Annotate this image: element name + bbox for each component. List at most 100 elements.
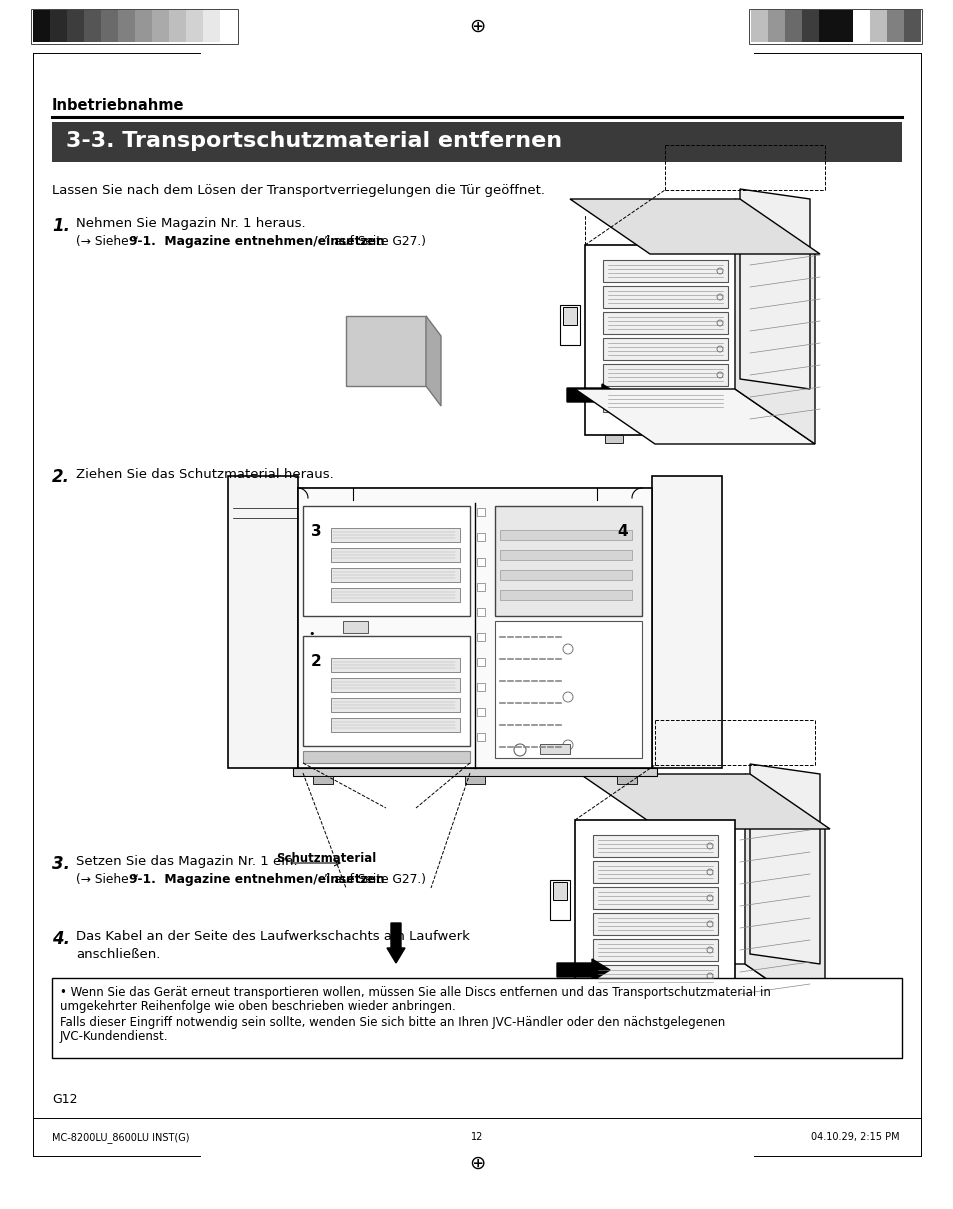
Polygon shape [346, 316, 426, 386]
Text: JVC-Kundendienst.: JVC-Kundendienst. [60, 1030, 169, 1043]
Polygon shape [744, 774, 824, 1019]
Bar [593, 861, 718, 883]
Bar [593, 835, 718, 857]
Bar [749, 8, 922, 44]
Bar [495, 621, 641, 758]
Text: 12: 12 [471, 1132, 482, 1143]
Bar [331, 588, 459, 602]
Bar [593, 887, 718, 909]
Text: • Wenn Sie das Gerät erneut transportieren wollen, müssen Sie alle Discs entfern: • Wenn Sie das Gerät erneut transportier… [60, 987, 770, 999]
Bar [228, 476, 297, 768]
Bar [476, 583, 484, 591]
Text: anschließen.: anschließen. [76, 948, 160, 961]
Text: Schutzmaterial: Schutzmaterial [275, 851, 375, 864]
Text: 4: 4 [617, 523, 627, 539]
Bar [476, 508, 484, 516]
Text: (→ Siehe “: (→ Siehe “ [76, 873, 139, 886]
Bar [331, 568, 459, 582]
Text: 3.: 3. [52, 855, 70, 873]
Text: Das Kabel an der Seite des Laufwerkschachts am Laufwerk: Das Kabel an der Seite des Laufwerkschac… [76, 930, 470, 943]
Bar [476, 608, 484, 617]
Bar [135, 10, 152, 42]
Bar [602, 364, 727, 386]
Bar [476, 634, 484, 641]
Text: MC-8200LU_8600LU INST(G): MC-8200LU_8600LU INST(G) [52, 1132, 190, 1143]
Bar [499, 590, 631, 600]
Text: •: • [308, 629, 314, 640]
Bar [50, 10, 67, 42]
Text: Setzen Sie das Magazin Nr. 1 ein.: Setzen Sie das Magazin Nr. 1 ein. [76, 855, 297, 868]
Bar [476, 708, 484, 716]
Text: Inbetriebnahme: Inbetriebnahme [52, 98, 184, 112]
Polygon shape [575, 389, 814, 444]
Text: 4.: 4. [52, 930, 70, 948]
Bar [303, 507, 470, 617]
Polygon shape [579, 774, 829, 829]
Polygon shape [426, 316, 440, 406]
Bar [852, 10, 869, 42]
Bar [818, 10, 835, 42]
Bar [303, 751, 470, 763]
Text: 9-1.  Magazine entnehmen/einsetzen: 9-1. Magazine entnehmen/einsetzen [129, 873, 384, 886]
Bar [499, 569, 631, 580]
Polygon shape [740, 189, 809, 389]
Polygon shape [569, 199, 820, 254]
Text: 04.10.29, 2:15 PM: 04.10.29, 2:15 PM [810, 1132, 899, 1143]
Bar [704, 435, 722, 442]
Bar [593, 939, 718, 961]
Text: 3: 3 [311, 523, 321, 539]
Bar [869, 10, 886, 42]
Polygon shape [749, 764, 820, 964]
Bar [303, 636, 470, 746]
FancyArrow shape [557, 959, 609, 980]
Bar [499, 550, 631, 560]
Text: Nehmen Sie Magazin Nr. 1 heraus.: Nehmen Sie Magazin Nr. 1 heraus. [76, 216, 305, 230]
Bar [331, 718, 459, 731]
Text: G12: G12 [52, 1093, 77, 1106]
Polygon shape [584, 964, 824, 1019]
Bar [476, 559, 484, 566]
Bar [750, 10, 767, 42]
Bar [152, 10, 169, 42]
Text: 2.: 2. [52, 468, 70, 486]
Bar [331, 528, 459, 542]
Bar [118, 10, 135, 42]
Bar [101, 10, 118, 42]
Bar [331, 658, 459, 672]
Bar [602, 260, 727, 282]
Text: 1.: 1. [52, 216, 70, 235]
FancyArrow shape [566, 384, 619, 406]
Text: ” auf Seite G27.): ” auf Seite G27.) [324, 873, 426, 886]
Bar [203, 10, 220, 42]
Text: (→ Siehe “: (→ Siehe “ [76, 235, 139, 248]
Text: 3-3. Transportschutzmaterial entfernen: 3-3. Transportschutzmaterial entfernen [66, 131, 561, 151]
Bar [604, 435, 622, 442]
Bar [293, 768, 657, 776]
Bar [651, 476, 721, 768]
Bar [886, 10, 903, 42]
Bar [575, 820, 734, 1010]
Bar [903, 10, 920, 42]
Text: ” auf Seite G27.): ” auf Seite G27.) [324, 235, 426, 248]
Bar [476, 533, 484, 540]
Bar [784, 10, 801, 42]
Bar [562, 307, 577, 325]
Bar [476, 683, 484, 692]
Bar [31, 8, 238, 44]
Bar [499, 530, 631, 540]
Bar [695, 1010, 712, 1018]
Bar [801, 10, 818, 42]
Bar [331, 698, 459, 712]
Text: Falls dieser Eingriff notwendig sein sollte, wenden Sie sich bitte an Ihren JVC-: Falls dieser Eingriff notwendig sein sol… [60, 1016, 724, 1029]
Bar [495, 507, 641, 617]
Bar [593, 965, 718, 987]
Text: Ziehen Sie das Schutzmaterial heraus.: Ziehen Sie das Schutzmaterial heraus. [76, 468, 334, 481]
Bar [539, 744, 569, 754]
Bar [67, 10, 84, 42]
Bar [559, 305, 579, 345]
Bar [617, 776, 637, 783]
FancyArrow shape [387, 922, 405, 964]
Bar [476, 733, 484, 741]
Bar [602, 339, 727, 360]
Bar [584, 245, 744, 435]
